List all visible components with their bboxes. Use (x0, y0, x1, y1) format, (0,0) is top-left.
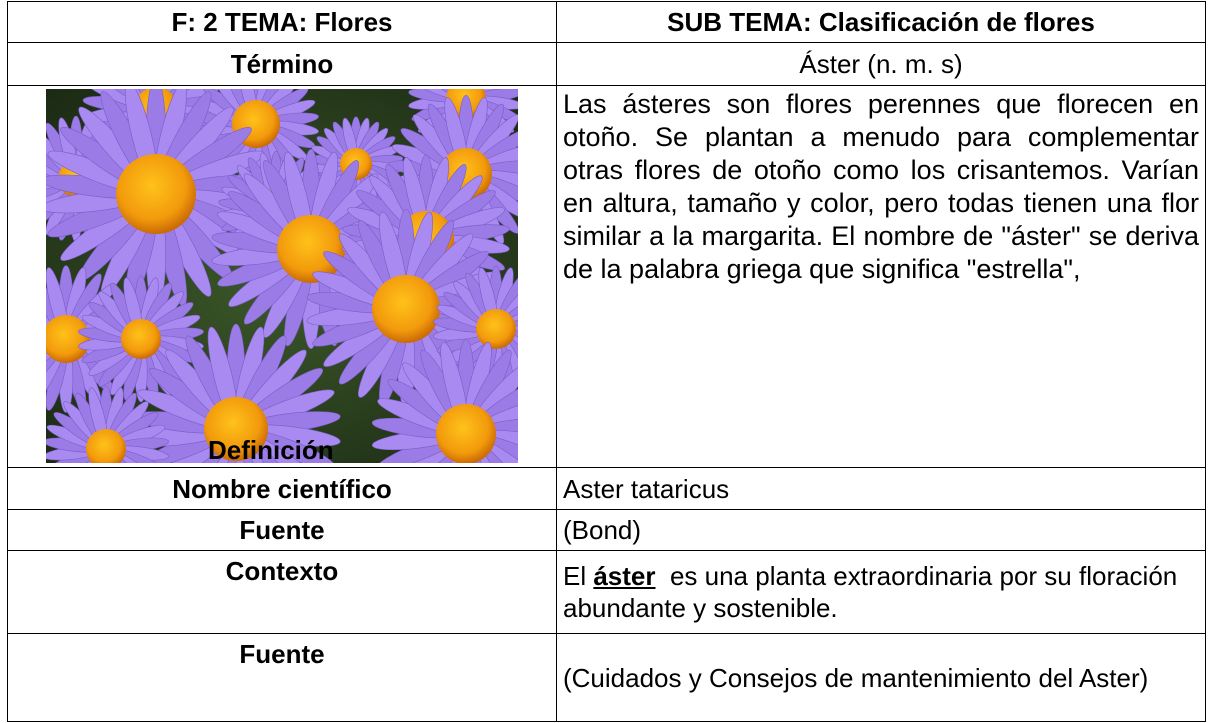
flower (131, 323, 341, 463)
flower (46, 385, 169, 463)
context-term: áster (593, 561, 656, 591)
scientific-row: Nombre científico Aster tataricus (7, 467, 1206, 510)
flower-center (121, 319, 161, 359)
source2-row: Fuente (Cuidados y Consejos de mantenimi… (7, 633, 1206, 722)
source2-label: Fuente (7, 633, 557, 722)
context-row: Contexto El áster es una planta extraord… (7, 550, 1206, 634)
header-row: F: 2 TEMA: Flores SUB TEMA: Clasificació… (7, 1, 1206, 43)
flower-center (476, 309, 516, 349)
context-after: es una planta extraordinaria por su flor… (563, 561, 1185, 623)
source-row: Fuente (Bond) (7, 509, 1206, 551)
definition-image-cell: Definición (7, 85, 557, 468)
definition-text: Las ásteres son flores perennes que flor… (556, 85, 1206, 468)
flower-center (277, 215, 345, 283)
flower-center (86, 429, 126, 463)
term-table: F: 2 TEMA: Flores SUB TEMA: Clasificació… (7, 1, 1206, 722)
scientific-label: Nombre científico (7, 467, 557, 510)
header-right: SUB TEMA: Clasificación de flores (556, 1, 1206, 43)
flower-center (372, 275, 440, 343)
term-row: Término Áster (n. m. s) (7, 42, 1206, 86)
flower-center (46, 315, 90, 363)
flower-center (436, 404, 496, 463)
flower-center (204, 397, 268, 461)
term-label: Término (7, 42, 557, 86)
definition-row: Definición Las ásteres son flores perenn… (7, 85, 1206, 468)
term-value: Áster (n. m. s) (556, 42, 1206, 86)
flower-center (116, 154, 196, 234)
flower (371, 339, 518, 463)
context-value: El áster es una planta extraordinaria po… (556, 550, 1206, 634)
header-left: F: 2 TEMA: Flores (7, 1, 557, 43)
definition-label: Definición (208, 435, 334, 465)
context-label: Contexto (7, 550, 557, 634)
scientific-value: Aster tataricus (556, 467, 1206, 510)
context-before: El (563, 561, 594, 591)
source-label: Fuente (7, 509, 557, 551)
source-value: (Bond) (556, 509, 1206, 551)
flower-image (46, 89, 518, 463)
source2-value: (Cuidados y Consejos de mantenimiento de… (556, 633, 1206, 722)
